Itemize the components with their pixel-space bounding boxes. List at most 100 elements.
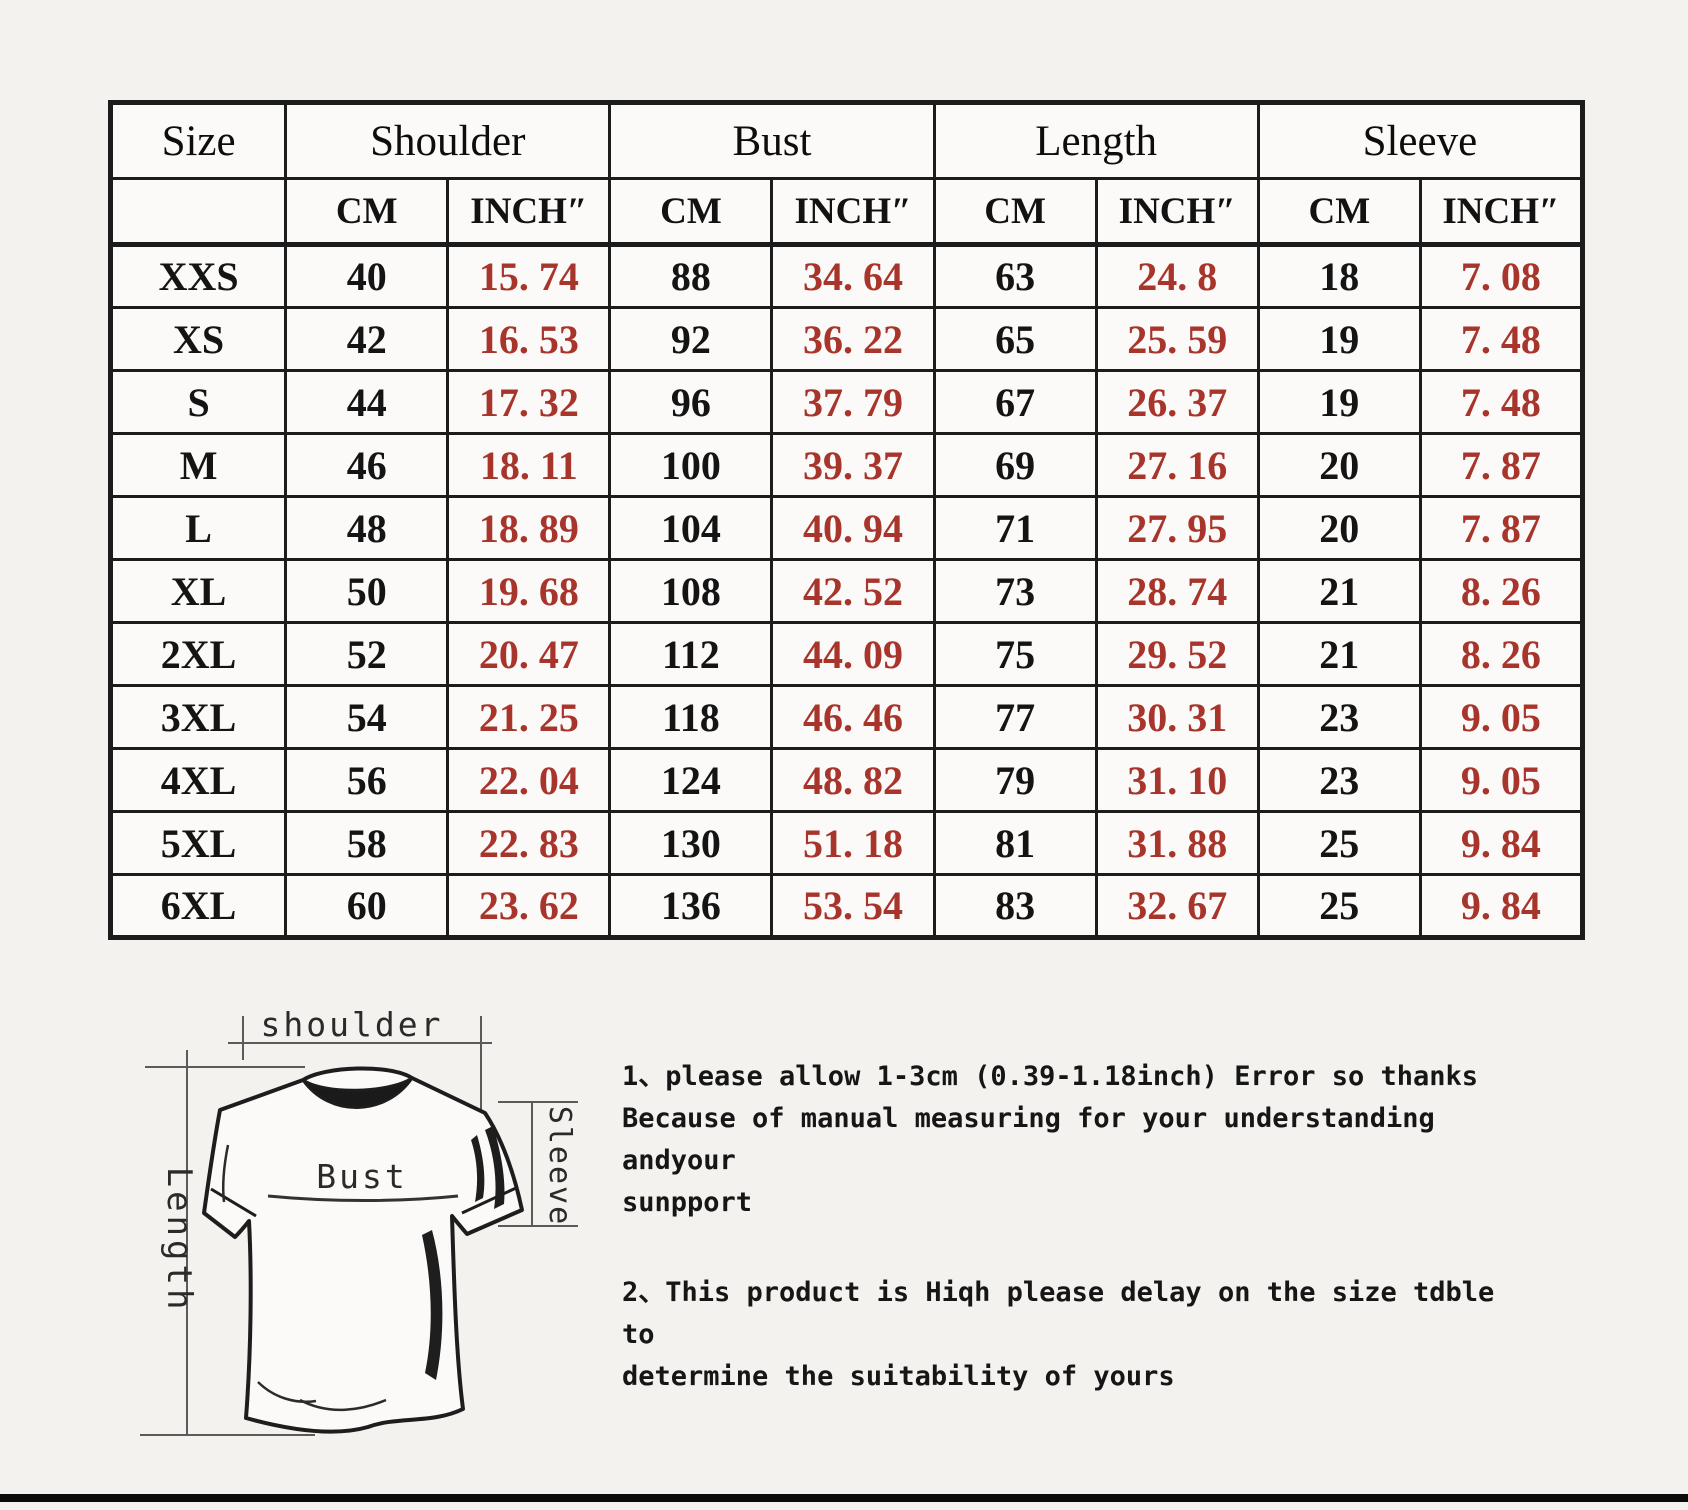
shoulder-cm-cell: 48 (284, 495, 450, 561)
sleeve-cm-cell: 23 (1256, 684, 1422, 750)
length-label: Length (159, 1167, 199, 1314)
table-row: XL 50 19. 68 108 42. 52 73 28. 74 21 8. … (108, 558, 1585, 624)
sleeve-cm-cell: 25 (1256, 810, 1422, 876)
length-cm-cell: 69 (932, 432, 1098, 498)
unit-cm-bust: CM (608, 177, 774, 247)
sleeve-cm-cell: 19 (1256, 369, 1422, 435)
fold-shading (422, 1126, 505, 1380)
shoulder-cm-cell: 56 (284, 747, 450, 813)
unit-inch-bust: INCH″ (770, 177, 936, 247)
shoulder-inch-cell: 15. 74 (446, 243, 612, 309)
table-row: 2XL 52 20. 47 112 44. 09 75 29. 52 21 8.… (108, 621, 1585, 687)
measurement-lines (140, 1016, 578, 1436)
size-cell: L (108, 495, 288, 561)
shoulder-inch-cell: 22. 04 (446, 747, 612, 813)
sleeve-inch-cell: 9. 05 (1418, 747, 1585, 813)
length-cm-cell: 67 (932, 369, 1098, 435)
col-header-shoulder: Shoulder (284, 101, 612, 180)
shoulder-inch-cell: 22. 83 (446, 810, 612, 876)
length-cm-cell: 83 (932, 873, 1098, 939)
length-cm-cell: 71 (932, 495, 1098, 561)
bust-cm-cell: 100 (608, 432, 774, 498)
length-inch-cell: 30. 31 (1094, 684, 1260, 750)
sleeve-label: Sleeve (542, 1106, 577, 1226)
note-1: 1、please allow 1-3cm (0.39-1.18inch) Err… (622, 1056, 1522, 1224)
length-cm-cell: 81 (932, 810, 1098, 876)
length-inch-cell: 26. 37 (1094, 369, 1260, 435)
bust-cm-cell: 118 (608, 684, 774, 750)
size-chart-table: Size Shoulder Bust Length Sleeve CM INCH… (108, 100, 1585, 940)
table-row: 6XL 60 23. 62 136 53. 54 83 32. 67 25 9.… (108, 873, 1585, 939)
length-cm-cell: 75 (932, 621, 1098, 687)
shoulder-cm-cell: 60 (284, 873, 450, 939)
bust-cm-cell: 108 (608, 558, 774, 624)
bust-inch-cell: 51. 18 (770, 810, 936, 876)
size-cell: XS (108, 306, 288, 372)
sleeve-cm-cell: 21 (1256, 621, 1422, 687)
length-cm-cell: 79 (932, 747, 1098, 813)
shoulder-cm-cell: 50 (284, 558, 450, 624)
length-inch-cell: 28. 74 (1094, 558, 1260, 624)
bust-inch-cell: 36. 22 (770, 306, 936, 372)
bottom-rule (0, 1494, 1688, 1502)
shoulder-cm-cell: 40 (284, 243, 450, 309)
sleeve-cm-cell: 25 (1256, 873, 1422, 939)
note-2-line-1: 2、This product is Hiqh please delay on t… (622, 1277, 1495, 1350)
bust-cm-cell: 112 (608, 621, 774, 687)
bust-inch-cell: 40. 94 (770, 495, 936, 561)
unit-cm-length: CM (932, 177, 1098, 247)
size-cell: M (108, 432, 288, 498)
shoulder-inch-cell: 18. 11 (446, 432, 612, 498)
length-cm-cell: 77 (932, 684, 1098, 750)
table-row: 4XL 56 22. 04 124 48. 82 79 31. 10 23 9.… (108, 747, 1585, 813)
sleeve-cm-cell: 20 (1256, 432, 1422, 498)
units-empty-cell (108, 177, 288, 247)
unit-cm-sleeve: CM (1256, 177, 1422, 247)
bust-inch-cell: 39. 37 (770, 432, 936, 498)
sleeve-cm-cell: 18 (1256, 243, 1422, 309)
col-header-bust: Bust (608, 101, 936, 180)
unit-inch-sleeve: INCH″ (1418, 177, 1585, 247)
bust-inch-cell: 44. 09 (770, 621, 936, 687)
bust-cm-cell: 124 (608, 747, 774, 813)
shoulder-inch-cell: 17. 32 (446, 369, 612, 435)
bust-inch-cell: 34. 64 (770, 243, 936, 309)
shoulder-cm-cell: 52 (284, 621, 450, 687)
bust-cm-cell: 104 (608, 495, 774, 561)
length-inch-cell: 27. 16 (1094, 432, 1260, 498)
bust-inch-cell: 53. 54 (770, 873, 936, 939)
length-inch-cell: 31. 10 (1094, 747, 1260, 813)
shoulder-cm-cell: 44 (284, 369, 450, 435)
note-1-line-1: 1、please allow 1-3cm (0.39-1.18inch) Err… (622, 1061, 1479, 1092)
note-2: 2、This product is Hiqh please delay on t… (622, 1272, 1522, 1398)
sleeve-cm-cell: 23 (1256, 747, 1422, 813)
table-header-row: Size Shoulder Bust Length Sleeve (108, 101, 1585, 180)
bust-inch-cell: 37. 79 (770, 369, 936, 435)
sleeve-cm-cell: 21 (1256, 558, 1422, 624)
table-row: M 46 18. 11 100 39. 37 69 27. 16 20 7. 8… (108, 432, 1585, 498)
size-cell: 4XL (108, 747, 288, 813)
sleeve-inch-cell: 8. 26 (1418, 558, 1585, 624)
size-cell: 5XL (108, 810, 288, 876)
table-row: 3XL 54 21. 25 118 46. 46 77 30. 31 23 9.… (108, 684, 1585, 750)
table-units-row: CM INCH″ CM INCH″ CM INCH″ CM INCH″ (108, 177, 1585, 247)
bust-inch-cell: 46. 46 (770, 684, 936, 750)
bust-label: Bust (316, 1157, 407, 1196)
shoulder-inch-cell: 16. 53 (446, 306, 612, 372)
length-inch-cell: 25. 59 (1094, 306, 1260, 372)
shoulder-cm-cell: 42 (284, 306, 450, 372)
table-row: 5XL 58 22. 83 130 51. 18 81 31. 88 25 9.… (108, 810, 1585, 876)
sleeve-inch-cell: 8. 26 (1418, 621, 1585, 687)
note-1-line-2: Because of manual measuring for your und… (622, 1103, 1435, 1176)
size-cell: 3XL (108, 684, 288, 750)
length-cm-cell: 63 (932, 243, 1098, 309)
shoulder-inch-cell: 18. 89 (446, 495, 612, 561)
col-header-size: Size (108, 101, 288, 180)
length-inch-cell: 24. 8 (1094, 243, 1260, 309)
bust-line (267, 1194, 459, 1202)
collar (301, 1076, 414, 1109)
length-inch-cell: 31. 88 (1094, 810, 1260, 876)
col-header-sleeve: Sleeve (1256, 101, 1585, 180)
size-cell: 2XL (108, 621, 288, 687)
